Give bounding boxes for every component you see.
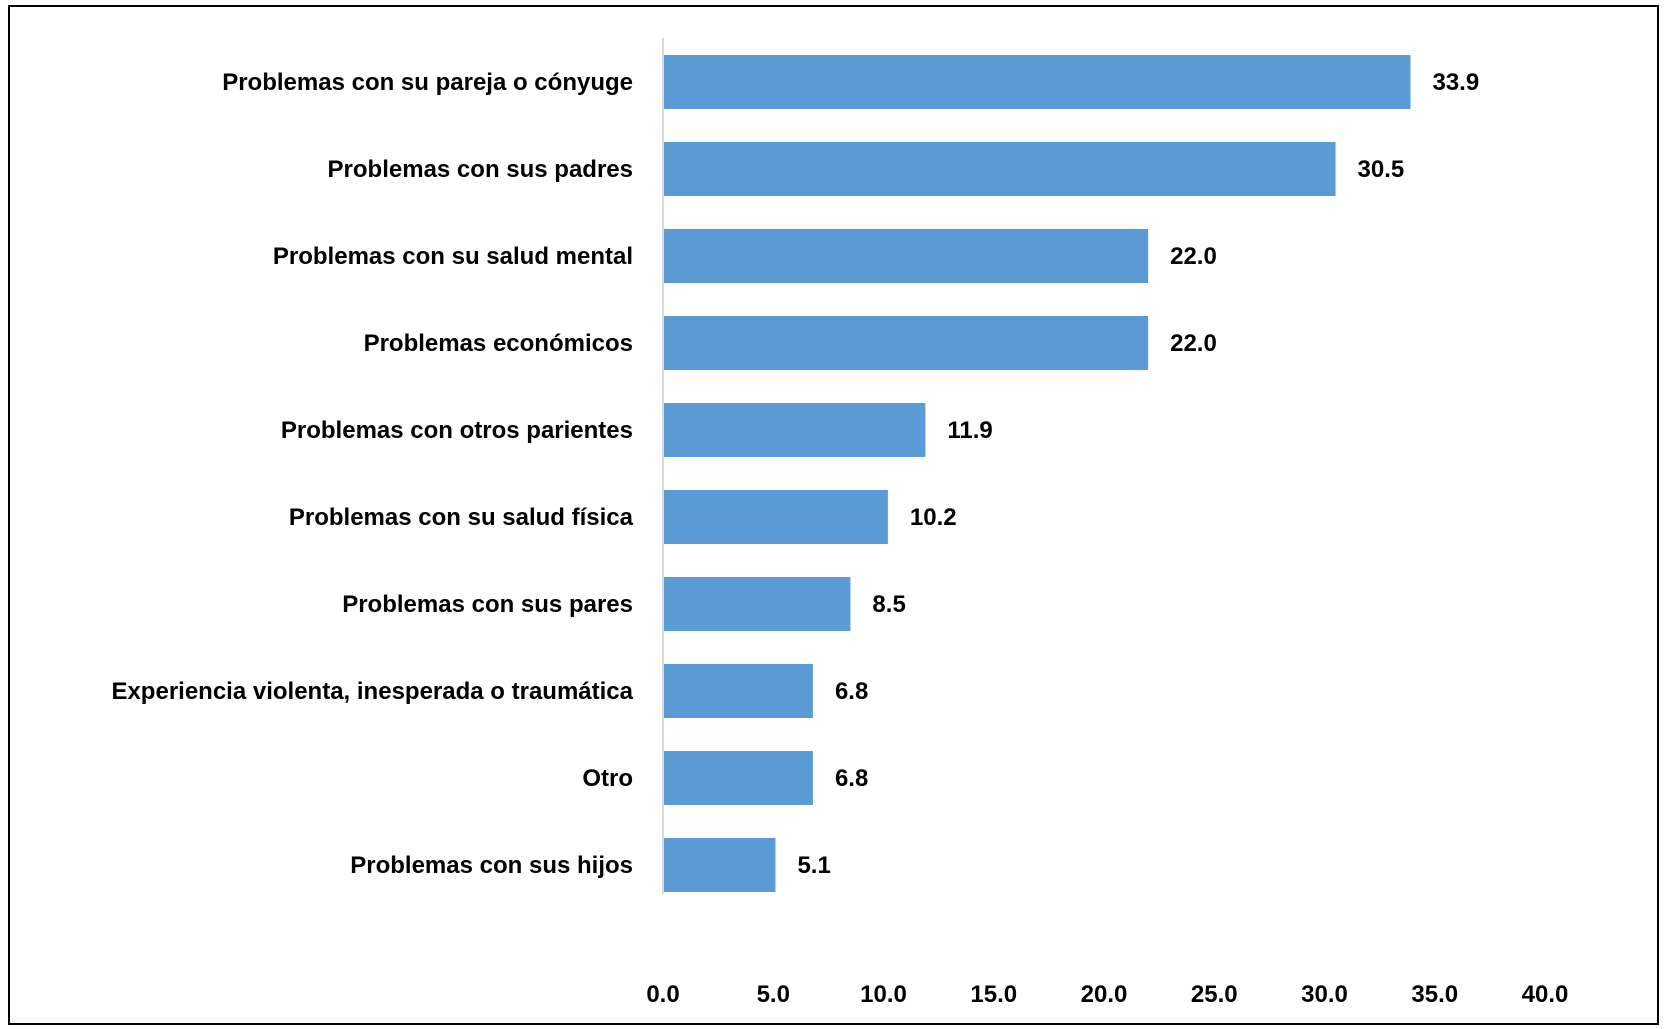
x-tick-label: 0.0 <box>646 981 679 1008</box>
category-label: Problemas con sus pares <box>342 591 633 618</box>
x-tick-label: 35.0 <box>1411 981 1458 1008</box>
value-label: 33.9 <box>1432 69 1479 96</box>
x-tick-label: 20.0 <box>1081 981 1128 1008</box>
x-tick-label: 40.0 <box>1522 981 1569 1008</box>
bars-group <box>663 55 1411 892</box>
x-tick-label: 30.0 <box>1301 981 1348 1008</box>
x-tick-label: 15.0 <box>970 981 1017 1008</box>
bar <box>663 403 926 457</box>
x-tick-label: 25.0 <box>1191 981 1238 1008</box>
bar <box>663 577 851 631</box>
x-tick-labels-group: 0.0 5.0 10.0 15.0 20.0 25.0 30.0 35.0 40.0 <box>646 981 1568 1008</box>
category-label: Problemas con sus padres <box>328 156 633 183</box>
value-label: 6.8 <box>835 765 868 792</box>
category-label: Otro <box>582 765 633 792</box>
bar <box>663 55 1411 109</box>
x-tick-label: 5.0 <box>757 981 790 1008</box>
bar <box>663 490 888 544</box>
category-label: Experiencia violenta, inesperada o traum… <box>111 678 633 705</box>
category-label: Problemas con su salud física <box>289 504 634 531</box>
bar <box>663 316 1149 370</box>
value-label: 22.0 <box>1170 243 1217 270</box>
bar <box>663 838 776 892</box>
bar <box>663 751 813 805</box>
value-label: 11.9 <box>947 417 992 444</box>
value-label: 22.0 <box>1170 330 1217 357</box>
category-labels-group: Problemas con su pareja o cónyuge Problem… <box>111 69 633 879</box>
value-label: 10.2 <box>910 504 957 531</box>
value-label: 5.1 <box>797 852 830 879</box>
category-label: Problemas con su salud mental <box>273 243 633 270</box>
bar <box>663 142 1336 196</box>
value-label: 6.8 <box>835 678 868 705</box>
bar <box>663 229 1149 283</box>
x-tick-label: 10.0 <box>860 981 907 1008</box>
value-label: 30.5 <box>1358 156 1405 183</box>
category-label: Problemas con otros parientes <box>281 417 633 444</box>
category-label: Problemas con su pareja o cónyuge <box>222 69 633 96</box>
category-label: Problemas con sus hijos <box>350 852 633 879</box>
category-label: Problemas económicos <box>364 330 633 357</box>
value-label: 8.5 <box>872 591 905 618</box>
bar <box>663 664 813 718</box>
value-labels-group: 33.9 30.5 22.0 22.0 11.9 10.2 8.5 6.8 6.8 5.1 <box>797 69 1479 879</box>
